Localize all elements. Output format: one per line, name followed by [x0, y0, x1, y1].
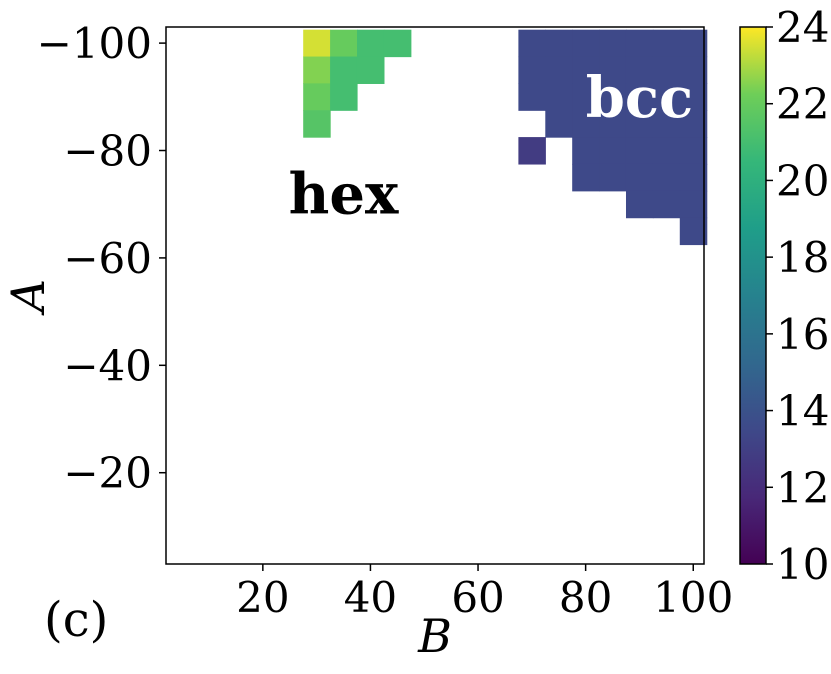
heatmap-cell — [303, 56, 331, 84]
heatmap-cell — [652, 137, 681, 165]
heatmap-cell — [625, 190, 654, 219]
plot-frame — [165, 26, 705, 565]
heatmap-cell — [625, 29, 654, 58]
heatmap-cell — [518, 29, 546, 58]
panel-label: (c) — [44, 592, 108, 648]
heatmap-cell — [330, 83, 358, 111]
heatmap-cell — [599, 83, 627, 111]
x-axis-label: B — [417, 609, 452, 663]
heatmap-cell — [518, 56, 546, 84]
colorbar-tick-label: 10 — [776, 540, 829, 589]
y-tick-label: −20 — [63, 449, 152, 498]
x-tick-label: 40 — [344, 573, 397, 622]
y-axis-ticks: −100 −80 −60 −40 −20 — [37, 19, 166, 498]
x-tick-label: 60 — [451, 573, 504, 622]
heatmap-cell — [572, 163, 600, 192]
y-tick-label: −80 — [63, 127, 152, 176]
heatmap-cell — [330, 29, 358, 58]
heatmap-cell — [572, 83, 600, 111]
colorbar-tick-label: 16 — [776, 310, 829, 359]
heatmap-cell — [679, 110, 708, 138]
heatmap-cell — [679, 163, 708, 192]
heatmap-cell — [652, 56, 681, 84]
heatmap-cell — [625, 163, 654, 192]
heatmap-cell — [625, 137, 654, 165]
heatmap-cell — [679, 190, 708, 219]
colorbar-tick-label: 20 — [776, 156, 829, 205]
colorbar-tick-label: 24 — [776, 3, 829, 52]
y-axis-label: A — [1, 279, 55, 316]
colorbar-ticks: 10 12 14 16 18 20 22 24 — [766, 3, 829, 589]
y-tick-label: −100 — [37, 19, 152, 68]
heatmap-cell — [518, 83, 546, 111]
heatmap-cell — [625, 56, 654, 84]
heatmap-cell — [652, 29, 681, 58]
heatmap-cell — [652, 110, 681, 138]
heatmap-cell — [330, 56, 358, 84]
colorbar-tick-label: 14 — [776, 387, 829, 436]
x-tick-label: 20 — [236, 573, 289, 622]
y-tick-label: −60 — [63, 234, 152, 283]
heatmap-cell — [652, 163, 681, 192]
heatmap-cell — [545, 29, 573, 58]
heatmap-cell — [679, 83, 708, 111]
heatmap-cell — [303, 110, 331, 138]
colorbar: 10 12 14 16 18 20 22 24 — [739, 3, 829, 589]
heatmap-cell — [545, 56, 573, 84]
heatmap-cell — [652, 83, 681, 111]
heatmap-cell — [572, 110, 600, 138]
colorbar-tick-label: 22 — [776, 80, 829, 129]
heatmap-cell — [518, 137, 546, 165]
heatmap-cells — [303, 29, 708, 246]
heatmap-cell — [679, 217, 708, 246]
heatmap-cell — [572, 29, 600, 58]
region-label-bcc: bcc — [586, 65, 693, 131]
colorbar-tick-label: 12 — [776, 463, 829, 512]
heatmap-cell — [652, 190, 681, 219]
heatmap-cell — [303, 29, 331, 58]
heatmap-cell — [679, 137, 708, 165]
heatmap-cell — [545, 83, 573, 111]
heatmap-cell — [599, 56, 627, 84]
x-axis-ticks: 20 40 60 80 100 — [236, 564, 733, 622]
heatmap-cell — [599, 163, 627, 192]
heatmap-cell — [545, 110, 573, 138]
heatmap-cell — [679, 29, 708, 58]
heatmap-cell — [383, 29, 412, 58]
heatmap-cell — [599, 29, 627, 58]
heatmap-cell — [356, 56, 385, 84]
x-tick-label: 100 — [653, 573, 733, 622]
heatmap-cell — [303, 83, 331, 111]
heatmap-cell — [625, 110, 654, 138]
heatmap-cell — [572, 56, 600, 84]
heatmap-cell — [599, 110, 627, 138]
heatmap-cell — [679, 56, 708, 84]
heatmap-cell — [356, 29, 385, 58]
heatmap-cell — [625, 83, 654, 111]
colorbar-tick-label: 18 — [776, 233, 829, 282]
heatmap-cell — [572, 137, 600, 165]
region-label-hex: hex — [289, 161, 399, 227]
y-tick-label: −40 — [63, 341, 152, 390]
colorbar-gradient — [739, 26, 767, 565]
x-tick-label: 80 — [559, 573, 612, 622]
heatmap-cell — [599, 137, 627, 165]
region-annotations: hex bcc — [289, 65, 693, 228]
